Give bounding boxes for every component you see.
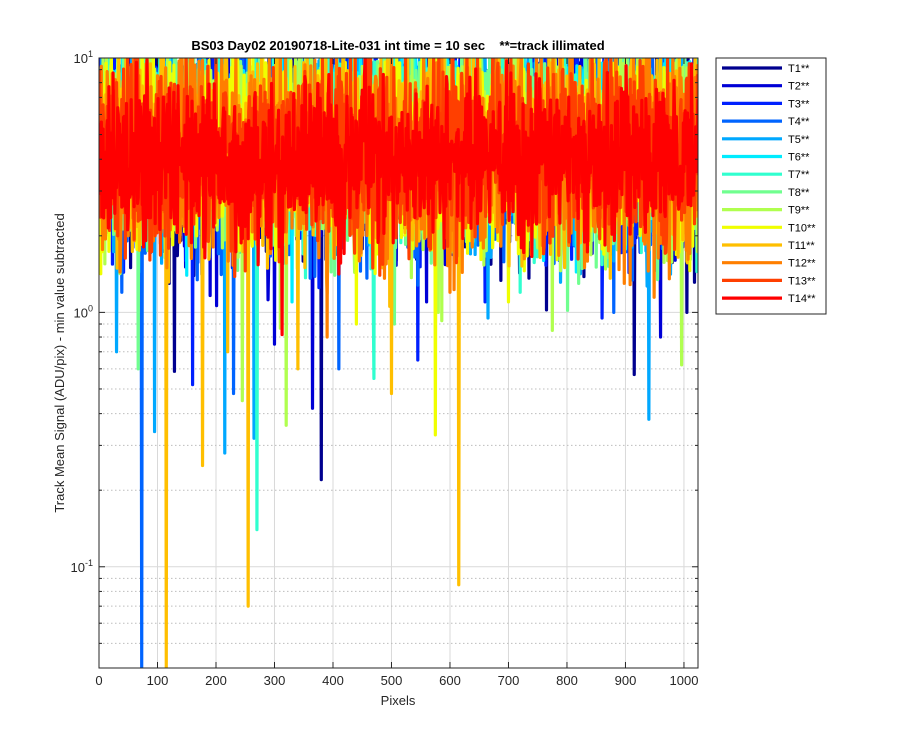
legend-item-t14[interactable]: T14** bbox=[722, 293, 816, 305]
legend[interactable]: T1** T2** T3** T4** T5** T6** T7** T8** T9** T10*… bbox=[715, 57, 827, 315]
x-tick-label: 100 bbox=[147, 673, 169, 688]
x-tick-label: 800 bbox=[556, 673, 578, 688]
legend-item-t3[interactable]: T3** bbox=[722, 98, 810, 110]
y-tick-label: 100 bbox=[74, 303, 93, 320]
legend-label: T7** bbox=[788, 169, 810, 181]
legend-item-t12[interactable]: T12** bbox=[722, 258, 816, 270]
x-tick-label: 600 bbox=[439, 673, 461, 688]
legend-label: T14** bbox=[788, 293, 816, 305]
legend-label: T1** bbox=[788, 63, 810, 75]
y-tick-labels: 10-1 100 101 bbox=[71, 49, 93, 575]
legend-label: T13** bbox=[788, 275, 816, 287]
legend-label: T6** bbox=[788, 152, 810, 164]
legend-item-t8[interactable]: T8** bbox=[722, 187, 810, 199]
x-tick-label: 700 bbox=[498, 673, 520, 688]
y-tick-label: 101 bbox=[74, 49, 93, 66]
legend-item-t7[interactable]: T7** bbox=[722, 169, 810, 181]
legend-item-t13[interactable]: T13** bbox=[722, 275, 816, 287]
chart-title: BS03 Day02 20190718-Lite-031 int time = … bbox=[191, 38, 604, 53]
x-tick-label: 500 bbox=[381, 673, 403, 688]
legend-label: T2** bbox=[788, 81, 810, 93]
legend-item-t5[interactable]: T5** bbox=[722, 134, 810, 146]
legend-label: T12** bbox=[788, 258, 816, 270]
x-tick-label: 200 bbox=[205, 673, 227, 688]
legend-label: T10** bbox=[788, 222, 816, 234]
legend-item-t6[interactable]: T6** bbox=[722, 152, 810, 164]
legend-item-t9[interactable]: T9** bbox=[722, 205, 810, 217]
legend-label: T5** bbox=[788, 134, 810, 146]
series-layer bbox=[99, 58, 698, 668]
legend-item-t2[interactable]: T2** bbox=[722, 81, 810, 93]
y-tick-label: 10-1 bbox=[71, 558, 93, 575]
x-tick-labels: 0 100 200 300 400 500 600 700 800 900 1000 bbox=[95, 673, 698, 688]
legend-item-t11[interactable]: T11** bbox=[722, 240, 815, 252]
legend-label: T9** bbox=[788, 205, 810, 217]
legend-label: T8** bbox=[788, 187, 810, 199]
legend-item-t1[interactable]: T1** bbox=[722, 63, 810, 75]
x-tick-label: 300 bbox=[264, 673, 286, 688]
legend-item-t4[interactable]: T4** bbox=[722, 116, 810, 128]
legend-item-t10[interactable]: T10** bbox=[722, 222, 816, 234]
y-axis-label: Track Mean Signal (ADU/pix) - min value … bbox=[52, 213, 67, 512]
legend-label: T11** bbox=[788, 240, 815, 252]
plot-frame bbox=[98, 57, 699, 669]
x-tick-label: 400 bbox=[322, 673, 344, 688]
legend-label: T4** bbox=[788, 116, 810, 128]
legend-label: T3** bbox=[788, 98, 810, 110]
legend-box bbox=[715, 57, 827, 315]
x-tick-label: 0 bbox=[95, 673, 102, 688]
x-tick-label: 1000 bbox=[670, 673, 699, 688]
tick-marks bbox=[98, 57, 698, 669]
x-tick-label: 900 bbox=[615, 673, 637, 688]
series-line-t14 bbox=[99, 58, 698, 337]
x-axis-label: Pixels bbox=[381, 693, 416, 708]
